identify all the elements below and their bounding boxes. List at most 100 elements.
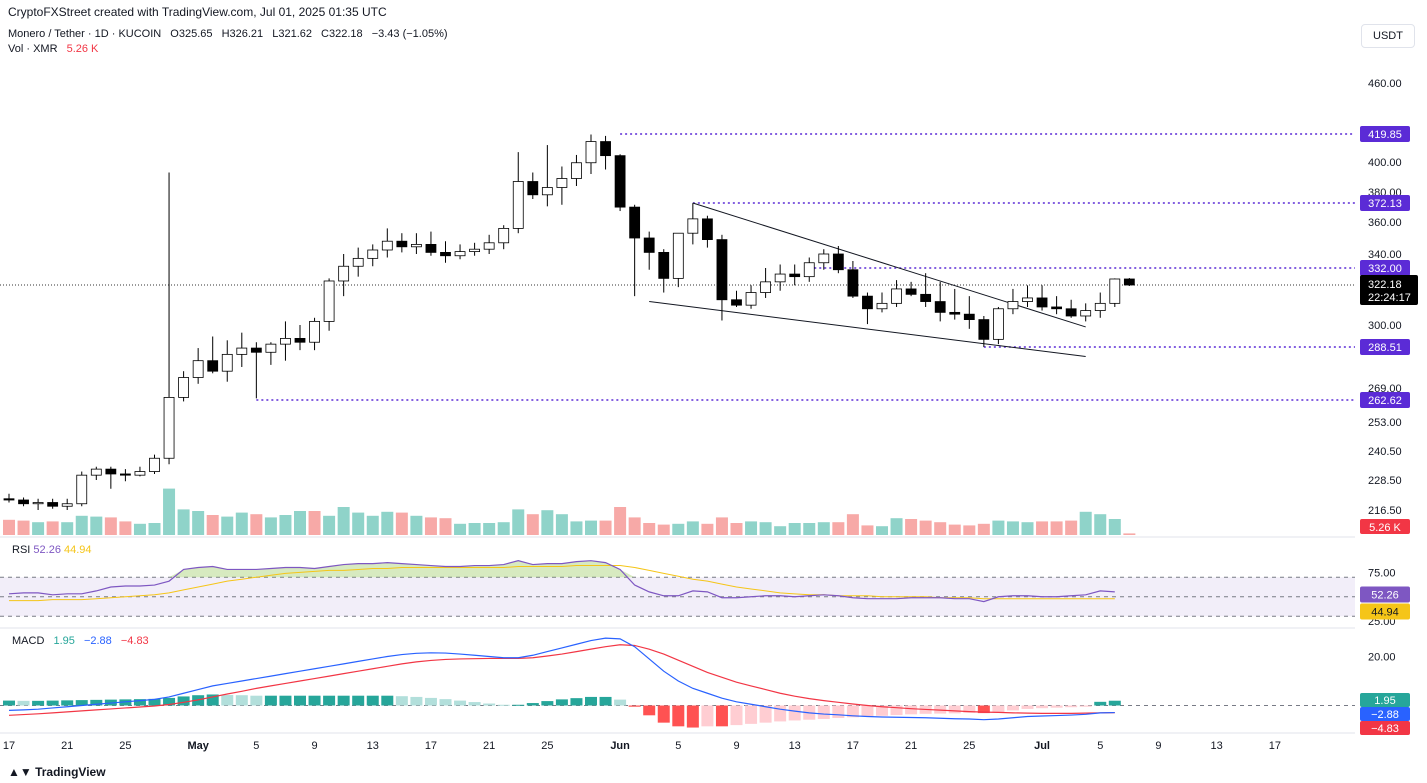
x-tick-label: 5 (253, 740, 259, 752)
volume-bar (177, 509, 190, 535)
volume-bar (963, 525, 976, 535)
candle-body (338, 265, 350, 282)
rsi-legend: RSI 52.26 44.94 (12, 544, 92, 556)
current-price-label: 322.18 (1368, 279, 1402, 291)
volume-bar (61, 522, 74, 535)
volume-label[interactable]: Vol · XMR (8, 43, 58, 55)
rsi-label[interactable]: RSI (12, 544, 31, 556)
candle-body (410, 243, 422, 248)
candle-body (978, 319, 990, 340)
candle-body (571, 162, 582, 179)
candle-body (658, 251, 670, 279)
macd-histogram-bar (643, 705, 656, 716)
macd-histogram-bar (876, 705, 888, 716)
volume-bar (1050, 521, 1063, 535)
candle-body (963, 313, 975, 320)
x-tick-label: 21 (483, 740, 495, 752)
candle-body (1065, 308, 1077, 317)
candle-body (716, 239, 728, 301)
macd-histogram-bar (352, 695, 365, 706)
candle-body (832, 253, 844, 271)
volume-bar (337, 507, 350, 535)
volume-bar (1094, 514, 1107, 535)
candle-body (949, 311, 961, 315)
volume-bar (628, 517, 641, 535)
volume-bar (32, 522, 45, 535)
macd-histogram-bar (948, 705, 961, 714)
x-tick-label: 5 (1097, 740, 1103, 752)
candle-body (236, 347, 248, 355)
candle-body (629, 206, 641, 239)
candle-body (61, 503, 73, 507)
symbol-name[interactable]: Monero / Tether · 1D · KUCOIN (8, 28, 162, 40)
macd-histogram-bar (483, 703, 496, 706)
price-tick-label: 216.50 (1368, 505, 1402, 517)
macd-histogram-bar (424, 697, 437, 706)
volume-value: 5.26 K (66, 43, 99, 55)
volume-bar (3, 519, 15, 535)
candle-body (178, 377, 190, 398)
macd-histogram-bar (614, 699, 627, 706)
price-tick-label: 360.00 (1368, 217, 1402, 229)
volume-bar (206, 515, 219, 535)
macd-histogram-bar (410, 696, 423, 706)
macd-histogram-bar (963, 705, 976, 713)
candle-body (294, 338, 306, 343)
candle-body (600, 141, 611, 157)
x-tick-label: 25 (963, 740, 975, 752)
macd-label[interactable]: MACD (12, 635, 45, 647)
candle-body (993, 308, 1004, 340)
candle-body (280, 338, 291, 345)
macd-tag (1360, 721, 1410, 735)
macd-histogram-bar (555, 699, 568, 706)
volume-bar (352, 512, 365, 535)
candle-body (454, 251, 466, 257)
macd-histogram-bar (264, 695, 277, 706)
macd-histogram-bar (221, 694, 234, 706)
macd-tag-label: −2.88 (1371, 709, 1399, 721)
macd-histogram-bar (977, 705, 990, 714)
macd-histogram-bar (177, 696, 190, 706)
macd-histogram-bar (832, 705, 845, 718)
volume-bar (221, 516, 234, 535)
macd-histogram-bar (686, 705, 699, 728)
macd-histogram-bar (148, 698, 161, 706)
candle-body (47, 502, 59, 507)
macd-histogram-bar (759, 705, 772, 723)
candle-body (614, 155, 626, 208)
macd-histogram-bar (395, 696, 408, 706)
currency-button[interactable]: USDT (1361, 24, 1415, 48)
candle-body (250, 347, 262, 353)
volume-bar (90, 516, 103, 535)
volume-tag-label: 5.26 K (1369, 522, 1401, 534)
rsi-ma-line (9, 565, 1115, 602)
macd-histogram-bar (468, 702, 481, 706)
macd-legend: MACD 1.95 −2.88 −4.83 (12, 635, 149, 647)
trendline (692, 202, 1086, 328)
volume-bar (381, 511, 394, 535)
volume-bar (948, 524, 961, 535)
symbol-legend: Monero / Tether · 1D · KUCOIN O325.65 H3… (8, 28, 448, 40)
volume-bar (454, 523, 467, 535)
candle-body (1109, 278, 1121, 304)
volume-bar (788, 523, 801, 535)
volume-bar (1108, 519, 1121, 535)
macd-histogram-bar (817, 705, 830, 719)
tradingview-logo-icon: ▲▼ (8, 765, 36, 779)
volume-bar (876, 526, 888, 535)
macd-histogram-bar (672, 705, 685, 727)
macd-histogram-bar (279, 695, 292, 706)
macd-histogram-bar (17, 700, 30, 706)
x-tick-label: 13 (1211, 740, 1223, 752)
macd-histogram-bar (861, 705, 874, 717)
candle-body (527, 181, 539, 196)
price-tag-label: 372.13 (1368, 198, 1402, 210)
macd-histogram-bar (512, 704, 525, 706)
volume-legend: Vol · XMR 5.26 K (8, 43, 98, 55)
open-value: O325.65 (170, 28, 213, 40)
macd-histogram-bar (599, 696, 612, 706)
macd-hist-value: 1.95 (53, 635, 75, 647)
candle-body (105, 468, 117, 475)
price-tag-label: 419.85 (1368, 129, 1402, 141)
